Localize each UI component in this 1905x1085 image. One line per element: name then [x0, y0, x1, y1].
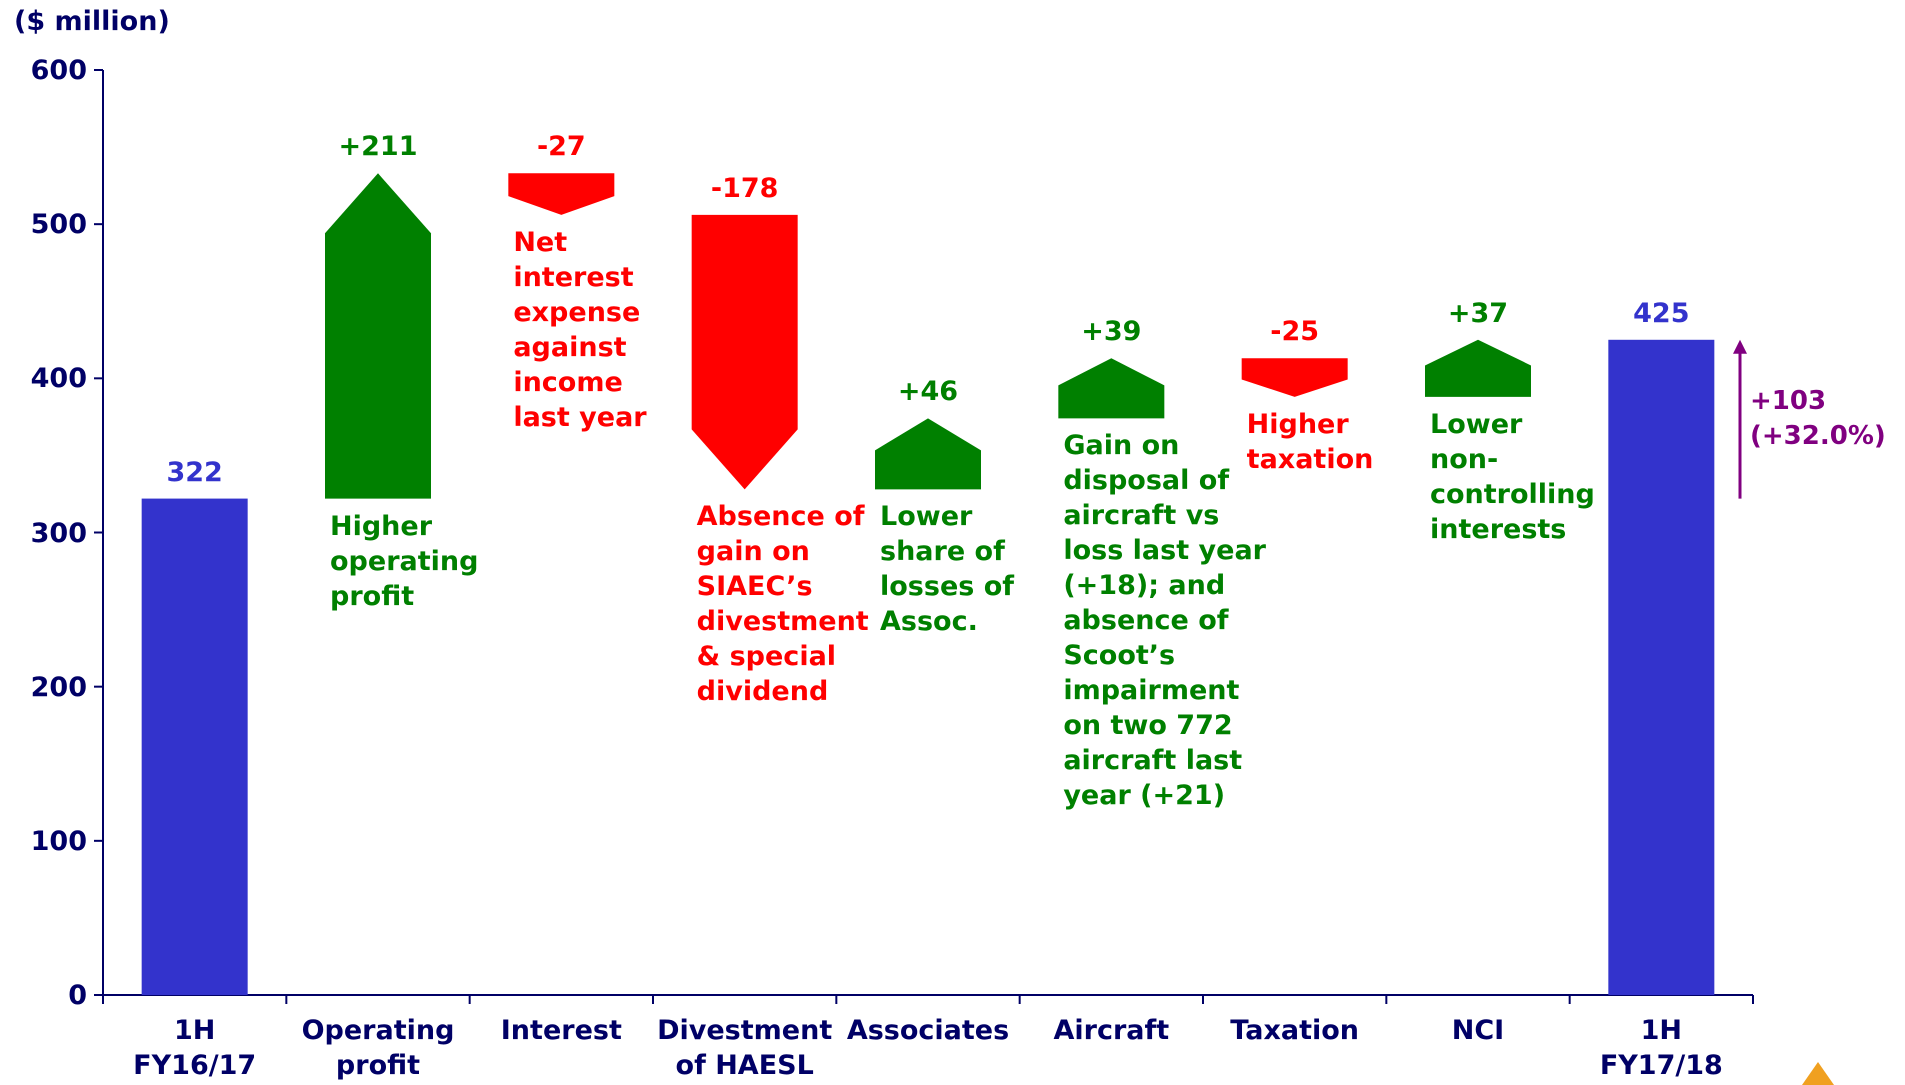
note: Lower non- controlling interests	[1430, 408, 1595, 545]
x-tick-label: Interest	[500, 1015, 622, 1046]
value-label: 322	[166, 456, 223, 488]
change-label: +103 (+32.0%)	[1750, 386, 1886, 452]
x-tick-label: Associates	[846, 1015, 1010, 1046]
note: Higher taxation	[1246, 408, 1374, 475]
arrow-bar	[1241, 358, 1348, 397]
y-tick-label: 300	[30, 517, 87, 549]
y-tick-label: 100	[30, 825, 87, 857]
y-tick-label: 0	[68, 980, 87, 1011]
x-tick-label: NCI	[1451, 1015, 1505, 1046]
bar	[1608, 339, 1715, 996]
arrow-bar	[1058, 358, 1165, 419]
value-label: -25	[1270, 316, 1320, 348]
value-label: +46	[897, 376, 959, 408]
x-tick-label: 1H FY16/17	[133, 1015, 257, 1081]
x-tick-label: 1H FY17/18	[1599, 1015, 1723, 1081]
value-label: +211	[338, 131, 418, 163]
note: Lower share of losses of Assoc.	[880, 501, 1015, 638]
value-label: -178	[710, 172, 779, 204]
value-label: +37	[1447, 297, 1509, 329]
y-axis-label: ($ million)	[14, 6, 170, 37]
bar	[141, 498, 248, 995]
x-tick-label: Operating profit	[301, 1015, 455, 1081]
note: Higher operating profit	[330, 510, 479, 612]
note: Net interest expense against income last…	[513, 226, 647, 433]
note: Gain on disposal of aircraft vs loss las…	[1063, 430, 1266, 812]
y-tick-label: 400	[30, 363, 87, 395]
arrow-bar	[325, 173, 431, 499]
x-tick-label: Divestment of HAESL	[657, 1015, 833, 1081]
y-tick-label: 600	[30, 55, 87, 86]
x-tick-label: Taxation	[1230, 1015, 1360, 1046]
value-label: 425	[1633, 297, 1690, 329]
change-arrowhead	[1733, 339, 1747, 354]
y-tick-label: 500	[30, 209, 87, 241]
logo	[1802, 1062, 1834, 1085]
arrow-bar	[875, 418, 981, 490]
value-label: -27	[536, 131, 586, 163]
arrow-bar	[1425, 339, 1531, 397]
value-label: +39	[1081, 316, 1142, 348]
arrow-bar	[691, 214, 798, 490]
y-tick-label: 200	[30, 671, 87, 703]
arrow-bar	[508, 173, 615, 215]
note: Absence of gain on SIAEC’s divestment & …	[696, 501, 869, 708]
x-tick-label: Aircraft	[1053, 1015, 1170, 1046]
